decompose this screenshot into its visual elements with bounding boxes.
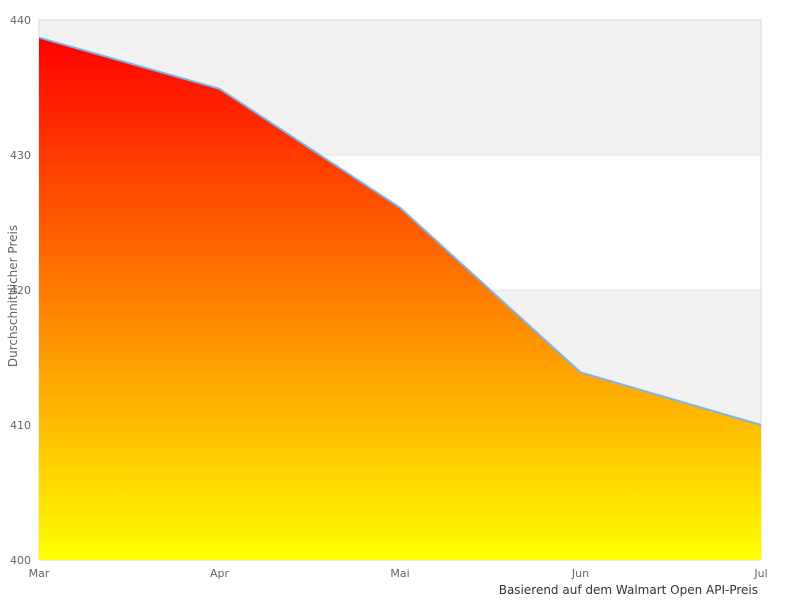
y-tick-label: 440: [10, 14, 31, 27]
y-axis-title: Durchschnittlicher Preis: [6, 224, 20, 368]
x-tick-label: Jul: [753, 567, 767, 580]
chart-caption: Basierend auf dem Walmart Open API-Preis: [498, 583, 758, 597]
y-tick-label: 410: [10, 419, 31, 432]
y-tick-label: 400: [10, 554, 31, 567]
x-tick-label: Mar: [29, 567, 50, 580]
area-fill: [39, 37, 761, 561]
x-tick-label: Apr: [210, 567, 230, 580]
price-line: [38, 36, 762, 426]
y-tick-label: 430: [10, 149, 31, 162]
x-tick-label: Jun: [571, 567, 589, 580]
x-tick-label: Mai: [390, 567, 409, 580]
y-tick-label: 420: [10, 284, 31, 297]
